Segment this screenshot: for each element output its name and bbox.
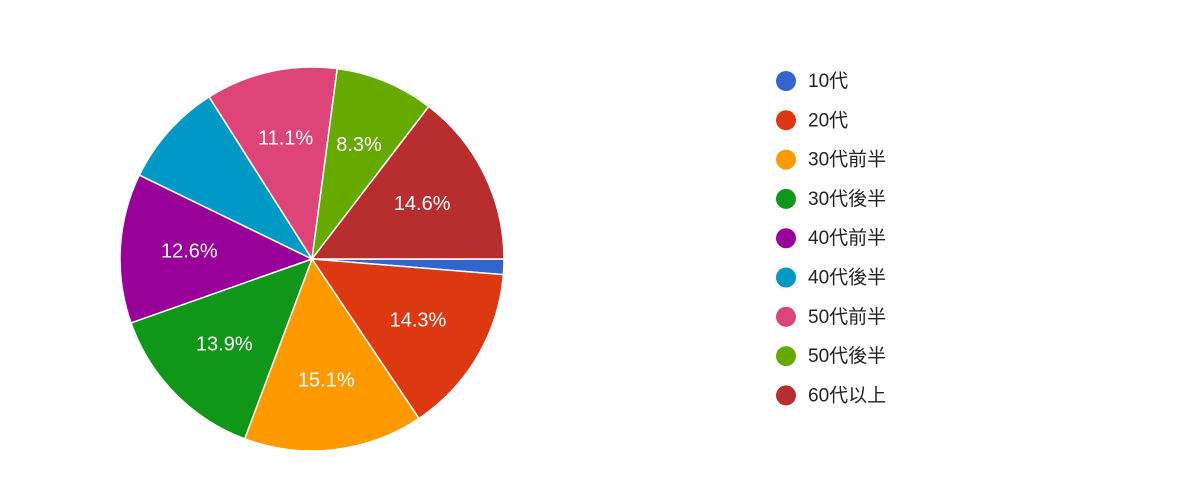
legend-marker: [776, 385, 796, 406]
pie-slice: [129, 257, 314, 440]
legend-marker: [776, 71, 796, 91]
legend-label: 40代前半: [808, 227, 886, 249]
slice-label: 8.3%: [336, 134, 382, 156]
legend-marker: [776, 267, 796, 288]
legend-marker: [776, 306, 796, 327]
pie-slice: [310, 258, 505, 420]
legend-label: 10代: [808, 70, 848, 92]
legend-label: 60代以上: [808, 384, 886, 406]
legend-marker: [776, 228, 796, 249]
legend-label: 40代後半: [808, 267, 886, 289]
slice-label: 14.3%: [390, 309, 447, 331]
pie-slice: [310, 67, 430, 262]
pie-slice: [119, 174, 314, 324]
legend-label: 50代後半: [808, 345, 886, 367]
slice-label: 12.6%: [161, 240, 218, 262]
slice-label: 13.9%: [196, 333, 253, 355]
legend-label: 30代前半: [808, 149, 886, 171]
legend-label: 50代前半: [808, 306, 886, 328]
legend-marker: [776, 110, 796, 131]
pie-slice: [208, 66, 339, 262]
legend-marker: [776, 346, 796, 367]
pie-slice: [310, 105, 505, 260]
legend-label: 30代後半: [808, 188, 886, 210]
legend-marker: [776, 149, 796, 170]
slice-label: 11.1%: [258, 127, 313, 149]
pie-slice: [243, 257, 420, 452]
pie-slice: [138, 95, 315, 261]
legend-label: 20代: [808, 109, 848, 131]
slice-label: 15.1%: [298, 369, 355, 391]
legend-marker: [776, 188, 796, 209]
slice-label: 14.6%: [394, 193, 451, 215]
